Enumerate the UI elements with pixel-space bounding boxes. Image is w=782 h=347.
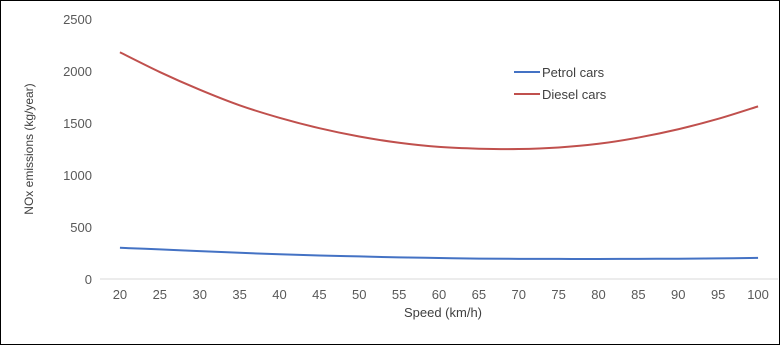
y-tick-label: 1000 xyxy=(63,168,92,183)
x-tick-label: 100 xyxy=(747,287,769,302)
x-tick-label: 25 xyxy=(153,287,167,302)
x-tick-label: 35 xyxy=(232,287,246,302)
y-tick-label: 1500 xyxy=(63,116,92,131)
x-tick-label: 80 xyxy=(591,287,605,302)
y-tick-label: 2500 xyxy=(63,12,92,27)
x-tick-label: 65 xyxy=(472,287,486,302)
x-tick-label: 95 xyxy=(711,287,725,302)
series-lines xyxy=(119,51,759,261)
x-tick-label: 55 xyxy=(392,287,406,302)
x-tick-label: 90 xyxy=(671,287,685,302)
x-tick-label: 85 xyxy=(631,287,645,302)
x-tick-label: 60 xyxy=(432,287,446,302)
x-axis-label: Speed (km/h) xyxy=(404,305,482,320)
x-tick-label: 45 xyxy=(312,287,326,302)
x-tick-label: 75 xyxy=(551,287,565,302)
x-tick-label: 20 xyxy=(113,287,127,302)
series-line-diesel xyxy=(119,51,759,151)
x-tick-label: 50 xyxy=(352,287,366,302)
legend-label: Petrol cars xyxy=(542,65,605,80)
legend-label: Diesel cars xyxy=(542,87,607,102)
x-tick-label: 30 xyxy=(192,287,206,302)
legend: Petrol cars Diesel cars xyxy=(514,65,607,102)
x-axis-ticks: 20 25 30 35 40 45 50 55 60 65 70 75 80 85 90 95 100 xyxy=(113,287,769,302)
y-axis-label: NOx emissions (kg/year) xyxy=(22,83,36,214)
x-tick-label: 70 xyxy=(512,287,526,302)
y-axis-ticks: 0 500 1000 1500 2000 2500 xyxy=(63,12,92,287)
y-tick-label: 2000 xyxy=(63,64,92,79)
series-line-petrol xyxy=(119,246,759,261)
x-tick-label: 40 xyxy=(272,287,286,302)
y-tick-label: 500 xyxy=(70,220,92,235)
y-tick-label: 0 xyxy=(85,272,92,287)
